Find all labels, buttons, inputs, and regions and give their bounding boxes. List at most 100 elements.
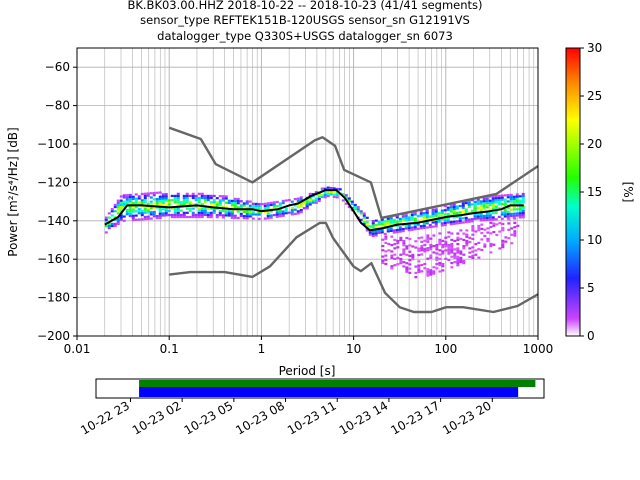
density-cell <box>365 216 369 219</box>
density-cell <box>332 195 336 199</box>
density-cell <box>521 192 525 196</box>
density-cell <box>413 211 417 214</box>
ppsd-plot: 0.01 0.1 1 10 100 1000 −200 −180 −160 −140 −120 −10… <box>6 47 553 378</box>
availability-segment <box>139 387 519 397</box>
density-cell <box>173 199 177 202</box>
density-cell <box>377 223 381 226</box>
density-cell <box>480 223 484 226</box>
density-cell <box>476 202 480 205</box>
density-cell <box>206 211 210 214</box>
density-cell <box>453 256 457 259</box>
density-cell <box>158 216 162 219</box>
density-cell <box>386 221 390 225</box>
density-cell <box>456 264 460 267</box>
density-cell <box>140 209 144 212</box>
density-cell <box>479 208 483 211</box>
density-cell <box>197 215 201 219</box>
density-cell <box>431 221 435 224</box>
density-cell <box>269 203 273 207</box>
density-cell <box>441 250 445 253</box>
density-cell <box>227 212 231 215</box>
density-cell <box>347 197 351 200</box>
density-cell <box>263 211 267 214</box>
title-line-1: BK.BK03.00.HHZ 2018-10-22 -- 2018-10-23 … <box>127 0 482 12</box>
density-cell <box>245 206 249 209</box>
density-cell <box>467 201 471 204</box>
density-cell <box>432 270 436 273</box>
x-tick-label: 0.1 <box>160 342 179 356</box>
density-cell <box>485 204 489 207</box>
density-cell <box>329 186 333 190</box>
density-cell <box>461 206 465 209</box>
density-cell <box>521 207 525 210</box>
density-cell <box>212 199 216 202</box>
density-cell <box>432 266 436 269</box>
density-cell <box>443 209 447 212</box>
density-cell <box>278 210 282 214</box>
density-cell <box>116 208 120 211</box>
density-cell <box>437 212 441 215</box>
density-cell <box>173 194 177 198</box>
density-cell <box>317 199 321 203</box>
density-cell <box>185 211 189 214</box>
density-cell <box>203 207 207 210</box>
density-cell <box>425 211 429 214</box>
density-cell <box>128 195 132 199</box>
density-cell <box>128 214 132 218</box>
density-cell <box>473 217 477 220</box>
density-cell <box>411 255 415 259</box>
density-cell <box>420 263 424 267</box>
density-cell <box>209 207 213 210</box>
density-cell <box>420 236 424 239</box>
density-cell <box>450 255 454 258</box>
density-cell <box>365 225 369 228</box>
density-cell <box>450 242 454 246</box>
density-cell <box>500 213 504 216</box>
density-cell <box>515 195 519 198</box>
density-cell <box>155 202 159 205</box>
density-cell <box>462 259 466 263</box>
density-cell <box>179 203 183 206</box>
density-cell <box>423 267 427 270</box>
density-cell <box>374 223 378 226</box>
density-cell <box>458 215 462 218</box>
density-cell <box>500 202 504 206</box>
density-cell <box>504 240 508 243</box>
density-cell <box>468 247 472 250</box>
density-cell <box>203 196 207 200</box>
density-cell <box>479 212 483 216</box>
density-cell <box>480 238 484 241</box>
density-cell <box>515 197 519 200</box>
density-cell <box>473 202 477 206</box>
density-cell <box>248 204 252 207</box>
density-cell <box>206 194 210 198</box>
density-cell <box>516 224 520 227</box>
density-cell <box>167 213 171 217</box>
density-cell <box>167 201 171 204</box>
density-cell <box>194 196 198 200</box>
density-cell <box>143 217 147 221</box>
density-cell <box>488 195 492 198</box>
density-cell <box>176 194 180 198</box>
density-cell <box>470 209 474 212</box>
density-cell <box>221 205 225 208</box>
density-cell <box>155 198 159 201</box>
density-cell <box>380 220 384 223</box>
density-cell <box>402 242 406 245</box>
density-cell <box>143 196 147 200</box>
density-cell <box>128 200 132 203</box>
density-cell <box>122 219 126 222</box>
density-cell <box>308 199 312 202</box>
density-cell <box>200 194 204 198</box>
density-cell <box>495 233 499 237</box>
density-cell <box>486 237 490 241</box>
x-tick-label: 1 <box>258 342 266 356</box>
density-cell <box>230 199 234 202</box>
density-cell <box>167 209 171 212</box>
density-cell <box>281 210 285 213</box>
density-cell <box>471 254 475 257</box>
density-cell <box>426 238 430 241</box>
density-cell <box>521 197 525 200</box>
density-cell <box>176 209 180 212</box>
